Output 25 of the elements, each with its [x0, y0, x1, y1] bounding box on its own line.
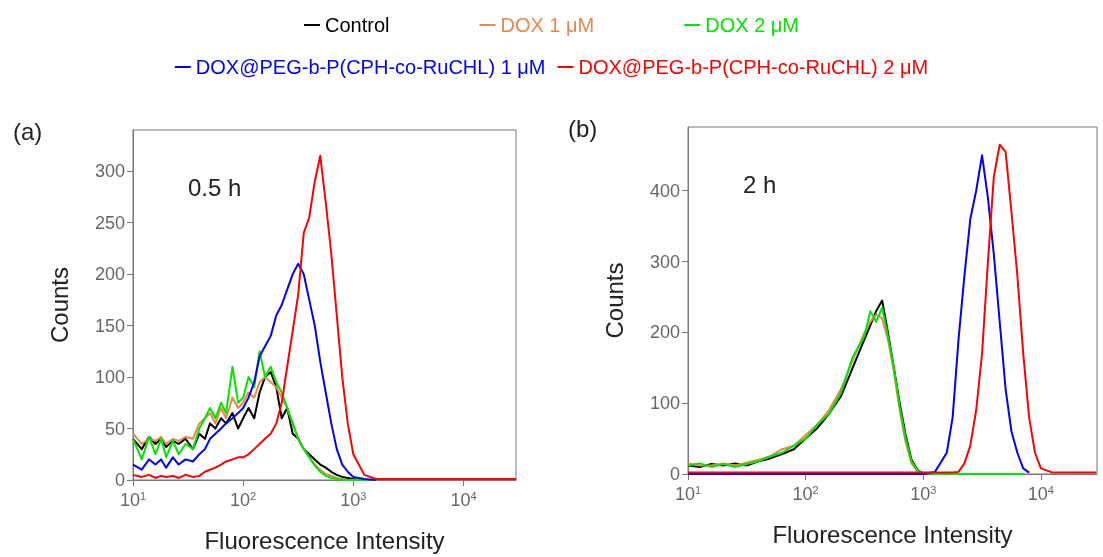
y-axis-title: Counts [600, 262, 628, 339]
legend-label: DOX 1 μM [500, 14, 595, 36]
annotation: 0.5 h [188, 173, 242, 201]
x-axis-title: Fluorescence Intensity [772, 520, 1013, 548]
chart-title: (a) [13, 117, 43, 145]
y-tick-label: 200 [649, 322, 680, 343]
y-tick-label: 0 [669, 464, 680, 484]
y-tick-label: 200 [94, 264, 125, 285]
y-tick-label: 100 [94, 367, 125, 388]
legend-label: Control [325, 14, 390, 36]
y-tick-label: 300 [649, 251, 680, 272]
y-tick-label: 400 [649, 180, 680, 201]
y-tick-label: 300 [94, 161, 125, 182]
legend-label: DOX@PEG-b-P(CPH-co-RuCHL) 1 μM [195, 56, 546, 78]
y-tick-label: 0 [114, 470, 125, 490]
y-tick-label: 150 [94, 315, 125, 336]
annotation: 2 h [743, 170, 777, 198]
legend-label: DOX@PEG-b-P(CPH-co-RuCHL) 2 μM [578, 56, 929, 78]
legend-label: DOX 2 μM [705, 14, 799, 36]
y-tick-label: 250 [94, 212, 125, 233]
y-tick-label: 100 [649, 393, 680, 414]
x-axis-title: Fluorescence Intensity [204, 526, 445, 554]
chart-title: (b) [568, 114, 598, 142]
y-tick-label: 50 [104, 418, 125, 439]
y-axis-title: Counts [45, 266, 73, 344]
